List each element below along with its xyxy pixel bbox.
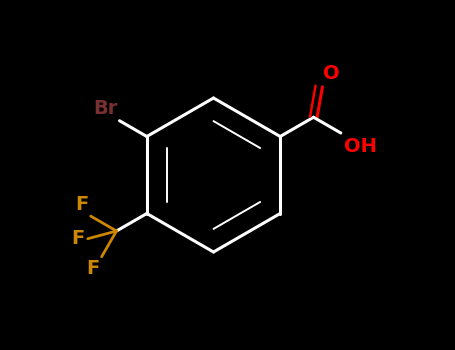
Text: Br: Br <box>93 99 118 118</box>
Text: O: O <box>323 64 340 83</box>
Text: F: F <box>86 259 100 278</box>
Text: F: F <box>76 195 89 214</box>
Text: F: F <box>72 229 85 248</box>
Text: OH: OH <box>344 136 376 155</box>
